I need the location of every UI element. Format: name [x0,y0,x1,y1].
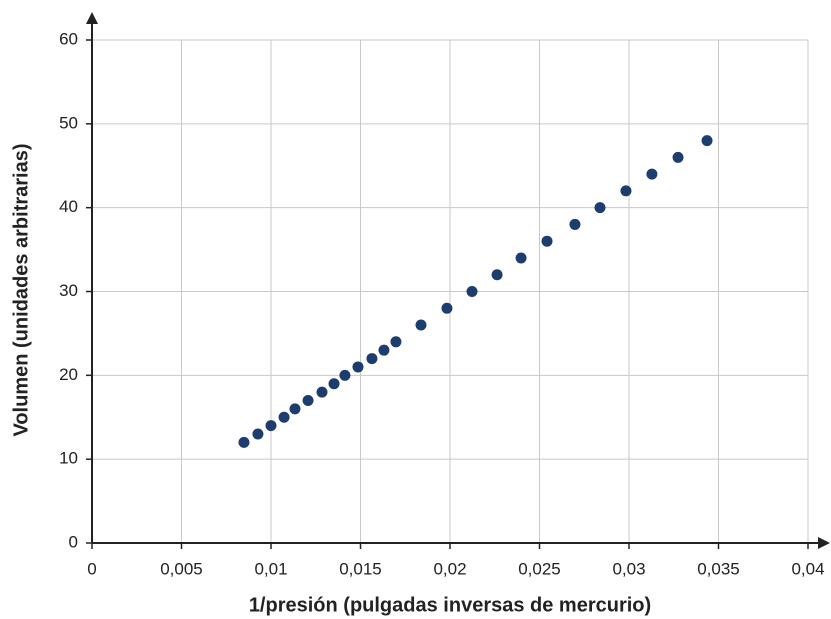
data-point [594,202,606,214]
data-point [252,428,264,440]
data-point [316,386,328,398]
x-tick-label: 0,04 [791,559,824,578]
data-point [701,135,713,147]
data-point [569,218,581,230]
y-axis-arrow [86,12,98,24]
data-point [278,411,290,423]
x-tick-label: 0,015 [339,559,382,578]
data-point [415,319,427,331]
x-tick-label: 0,01 [254,559,287,578]
y-tick-label: 60 [59,29,78,48]
x-axis-arrow [818,537,830,549]
data-point [390,336,402,348]
data-point [515,252,527,264]
x-tick-label: 0,02 [433,559,466,578]
y-tick-label: 0 [69,532,78,551]
data-point [238,436,250,448]
data-point [366,353,378,365]
x-tick-label: 0,005 [160,559,203,578]
data-point [672,151,684,163]
y-tick-label: 30 [59,281,78,300]
x-tick-label: 0 [87,559,96,578]
y-tick-label: 20 [59,365,78,384]
y-tick-label: 10 [59,449,78,468]
data-point [352,361,364,373]
x-tick-label: 0,035 [697,559,740,578]
data-point [339,369,351,381]
data-point [541,235,553,247]
data-point [265,420,277,432]
data-point [328,378,340,390]
data-point [378,344,390,356]
data-point [646,168,658,180]
data-point [441,302,453,314]
data-point [491,269,503,281]
y-axis-title: Volumen (unidades arbitrarias) [10,143,32,436]
data-point [302,394,314,406]
data-point [466,286,478,297]
data-point [289,403,301,415]
data-point [620,185,632,197]
y-tick-label: 40 [59,197,78,216]
x-axis-title: 1/presión (pulgadas inversas de mercurio… [249,594,651,616]
grid-layer [92,39,809,543]
x-tick-label: 0,025 [518,559,561,578]
y-tick-label: 50 [59,113,78,132]
x-tick-label: 0,03 [612,559,645,578]
